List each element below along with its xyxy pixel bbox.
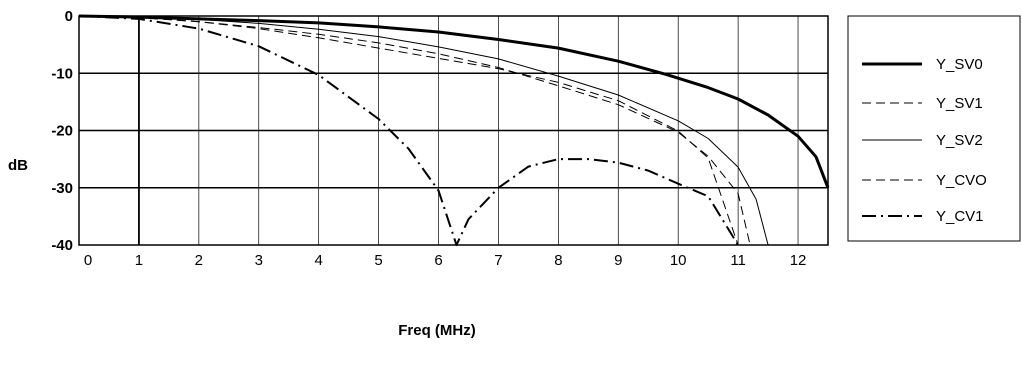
x-tick-label: 5 [374, 252, 382, 269]
y-tick-label: -30 [51, 180, 73, 197]
legend-label: Y_SV0 [936, 56, 983, 73]
x-tick-label: 12 [790, 252, 807, 269]
x-tick-label: 2 [195, 252, 203, 269]
x-tick-label: 10 [670, 252, 687, 269]
legend-label: Y_SV1 [936, 95, 983, 112]
x-tick-label: 6 [434, 252, 442, 269]
y-tick-label: -10 [51, 65, 73, 82]
x-axis-label: Freq (MHz) [398, 322, 476, 339]
x-tick-labels: 0 1 2 3 4 5 6 7 8 9 10 11 12 [84, 252, 807, 269]
y-tick-label: -40 [51, 237, 73, 254]
y-tick-label: -20 [51, 123, 73, 140]
x-tick-label: 8 [554, 252, 562, 269]
plot-frame [78, 15, 829, 246]
x-tick-label: 1 [135, 252, 143, 269]
x-tick-label: 4 [315, 252, 323, 269]
grid-lines [79, 16, 828, 245]
series-layer [78, 14, 830, 246]
x-tick-label: 11 [730, 252, 746, 269]
x-tick-label: 9 [614, 252, 622, 269]
y-axis-label: dB [8, 157, 28, 174]
series-line [78, 15, 739, 246]
series-y-cvo [78, 15, 739, 246]
series-line [78, 15, 769, 246]
legend-label: Y_CVO [936, 172, 987, 189]
series-y-sv0 [78, 14, 830, 189]
x-tick-label: 3 [255, 252, 263, 269]
y-tick-label: 0 [65, 8, 73, 25]
legend-box [847, 15, 1021, 242]
y-tick-labels: 0 -10 -20 -30 -40 [51, 8, 73, 254]
legend: Y_SV0 Y_SV1 Y_SV2 Y_CVO Y_CV1 [847, 15, 1021, 242]
x-tick-label: 7 [494, 252, 502, 269]
series-y-sv2 [78, 15, 769, 246]
x-tick-label: 0 [84, 252, 92, 269]
series-y-cv1 [78, 15, 739, 246]
series-line [78, 15, 739, 246]
legend-label: Y_CV1 [936, 208, 984, 225]
legend-label: Y_SV2 [936, 132, 983, 149]
series-line [78, 14, 830, 189]
